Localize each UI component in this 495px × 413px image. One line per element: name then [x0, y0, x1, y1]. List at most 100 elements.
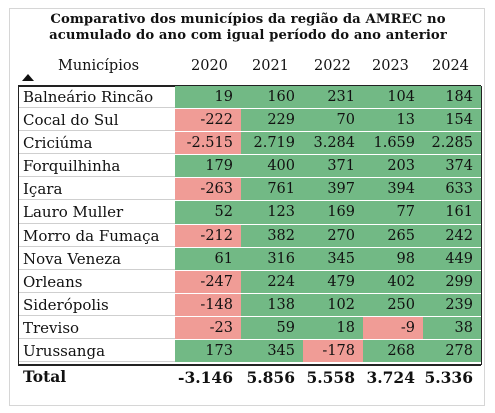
- table-row: Içara -263 761 397 394 633: [19, 178, 481, 202]
- value-cell-2024: 633: [423, 178, 481, 201]
- total-value-2021: 5.856: [246, 368, 295, 387]
- value-cell-2022: 169: [303, 201, 363, 224]
- value-cell-2023: 250: [363, 293, 423, 316]
- value-cell-2022: 70: [303, 109, 363, 132]
- municipio-name: Urussanga: [19, 340, 175, 363]
- value-cell-2024: 374: [423, 155, 481, 178]
- municipio-name: Criciúma: [19, 132, 175, 155]
- total-value-2022: 5.558: [306, 368, 355, 387]
- value-cell-2021: 224: [241, 270, 303, 293]
- municipio-name: Nova Veneza: [19, 248, 175, 270]
- value-cell-2024: 2.285: [423, 132, 481, 155]
- column-header-2024[interactable]: 2024: [432, 58, 469, 74]
- value-cell-2021: 400: [241, 155, 303, 178]
- value-cell-2020: -23: [175, 316, 241, 340]
- value-cell-2020: 52: [175, 201, 241, 224]
- table-row: Urussanga 173 345 -178 268 278: [19, 340, 481, 364]
- value-cell-2022: 3.284: [303, 132, 363, 155]
- value-cell-2022: 102: [303, 293, 363, 316]
- column-header-municipios[interactable]: Municípios: [58, 58, 140, 74]
- table-row: Siderópolis -148 138 102 250 239: [19, 293, 481, 317]
- value-cell-2020: -2.515: [175, 132, 241, 155]
- table-row: Lauro Muller 52 123 169 77 161: [19, 201, 481, 225]
- value-cell-2021: 2.719: [241, 132, 303, 155]
- value-cell-2023: 77: [363, 201, 423, 224]
- value-cell-2020: 179: [175, 155, 241, 178]
- table-row: Criciúma -2.515 2.719 3.284 1.659 2.285: [19, 132, 481, 156]
- table-row: Morro da Fumaça -212 382 270 265 242: [19, 224, 481, 248]
- value-cell-2024: 278: [423, 340, 481, 363]
- table-row: Orleans -247 224 479 402 299: [19, 270, 481, 294]
- municipio-name: Lauro Muller: [19, 201, 175, 224]
- value-cell-2023: 268: [363, 340, 423, 363]
- table-frame: [9, 8, 485, 406]
- value-cell-2020: 173: [175, 340, 241, 363]
- column-header-2021[interactable]: 2021: [252, 58, 289, 74]
- table-row: Nova Veneza 61 316 345 98 449: [19, 247, 481, 271]
- value-cell-2020: -263: [175, 178, 241, 201]
- total-value-2023: 3.724: [366, 368, 415, 387]
- value-cell-2020: -222: [175, 109, 241, 132]
- value-cell-2023: 402: [363, 270, 423, 293]
- table-row: Treviso -23 59 18 -9 38: [19, 316, 481, 341]
- value-cell-2020: -212: [175, 224, 241, 247]
- value-cell-2023: 1.659: [363, 132, 423, 155]
- value-cell-2022: 479: [303, 270, 363, 293]
- value-cell-2024: 242: [423, 224, 481, 247]
- value-cell-2021: 382: [241, 224, 303, 247]
- column-header-2022[interactable]: 2022: [314, 58, 351, 74]
- value-cell-2020: 61: [175, 247, 241, 270]
- value-cell-2023: 13: [363, 109, 423, 132]
- value-cell-2021: 59: [241, 316, 303, 340]
- value-cell-2023: 104: [363, 86, 423, 109]
- value-cell-2020: 19: [175, 86, 241, 109]
- total-label: Total: [23, 367, 67, 386]
- municipio-name: Forquilhinha: [19, 155, 175, 178]
- column-header-2023[interactable]: 2023: [372, 58, 409, 74]
- value-cell-2022: 231: [303, 86, 363, 109]
- value-cell-2022: 345: [303, 247, 363, 270]
- value-cell-2020: -247: [175, 270, 241, 293]
- value-cell-2024: 38: [423, 316, 481, 340]
- value-cell-2024: 161: [423, 201, 481, 224]
- value-cell-2022: 371: [303, 155, 363, 178]
- value-cell-2020: -148: [175, 293, 241, 316]
- table-row: Forquilhinha 179 400 371 203 374: [19, 155, 481, 179]
- sort-ascending-icon[interactable]: [22, 74, 34, 81]
- table-row: Balneário Rincão 19 160 231 104 184: [19, 86, 481, 110]
- municipio-name: Siderópolis: [19, 294, 175, 316]
- value-cell-2024: 154: [423, 109, 481, 132]
- value-cell-2022: 18: [303, 316, 363, 340]
- value-cell-2021: 316: [241, 247, 303, 270]
- municipio-name: Cocal do Sul: [19, 109, 175, 132]
- value-cell-2024: 299: [423, 270, 481, 293]
- municipio-name: Içara: [19, 178, 175, 201]
- municipio-name: Morro da Fumaça: [19, 225, 175, 247]
- value-cell-2023: 203: [363, 155, 423, 178]
- value-cell-2021: 229: [241, 109, 303, 132]
- value-cell-2022: 397: [303, 178, 363, 201]
- value-cell-2022: -178: [303, 340, 363, 363]
- value-cell-2021: 761: [241, 178, 303, 201]
- total-divider: [18, 364, 481, 366]
- value-cell-2023: 98: [363, 247, 423, 270]
- value-cell-2024: 449: [423, 247, 481, 270]
- municipio-name: Balneário Rincão: [19, 86, 175, 109]
- value-cell-2023: -9: [363, 316, 423, 340]
- value-cell-2022: 270: [303, 224, 363, 247]
- value-cell-2021: 123: [241, 201, 303, 224]
- municipio-name: Orleans: [19, 271, 175, 293]
- value-cell-2024: 239: [423, 293, 481, 316]
- table-title: Comparativo dos municípios da região da …: [49, 12, 447, 43]
- column-header-2020[interactable]: 2020: [191, 58, 228, 74]
- right-border: [481, 86, 482, 365]
- table-header: Municípios 2020 2021 2022 2023 2024: [18, 50, 486, 86]
- total-value-2020: -3.146: [178, 368, 233, 387]
- table-row: Cocal do Sul -222 229 70 13 154: [19, 109, 481, 133]
- value-cell-2021: 345: [241, 340, 303, 363]
- table-body: Balneário Rincão 19 160 231 104 184 Cocal do S…: [19, 86, 481, 364]
- value-cell-2024: 184: [423, 86, 481, 109]
- left-border: [18, 86, 19, 365]
- total-row: Total -3.146 5.856 5.558 3.724 5.336: [19, 366, 481, 388]
- value-cell-2023: 394: [363, 178, 423, 201]
